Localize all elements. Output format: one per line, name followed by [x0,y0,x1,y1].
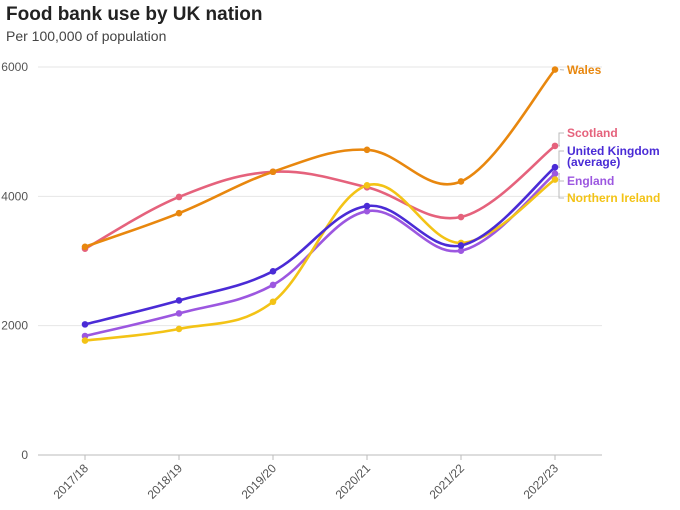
series-line-scotland [83,144,557,251]
data-point-scotland [551,142,559,150]
series-labels: Wales Scotland United Kingdom(average) Engl… [558,63,660,205]
data-point-scotland [457,213,465,221]
series-label-england: England [567,174,614,188]
data-point-wales [81,243,89,251]
series-line-united-kingdom-average [83,165,557,326]
series-line-northern-ireland [83,178,557,342]
series-label-united-kingdom-average: (average) [567,155,620,169]
series-label-united-kingdom-average: United Kingdom [567,144,660,158]
data-point-united-kingdom-average [81,321,89,328]
data-point-england [457,247,465,254]
data-point-united-kingdom-average [457,242,465,249]
y-tick-label: 0 [21,448,28,462]
x-tick-label: 2018/19 [145,461,186,502]
x-axis: 2017/18 2018/19 2019/20 2020/21 2021/22 2022/… [51,455,562,502]
chart-subtitle: Per 100,000 of population [6,28,167,44]
x-tick-label: 2021/22 [427,461,468,502]
series-lines [83,68,557,342]
x-tick-label: 2022/23 [521,461,562,502]
data-point-scotland [175,193,183,201]
x-tick-label: 2020/21 [333,461,374,502]
data-point-united-kingdom-average [269,268,277,275]
data-point-united-kingdom-average [363,202,371,210]
series-label-northern-ireland: Northern Ireland [567,191,660,205]
y-tick-label: 2000 [1,319,28,333]
label-connector [558,179,564,199]
data-point-wales [363,146,371,154]
y-tick-label: 6000 [1,60,28,74]
data-point-england [551,170,559,177]
data-point-england [175,310,183,317]
data-point-england [269,281,277,289]
series-label-scotland: Scotland [567,126,618,140]
x-tick-label: 2017/18 [51,461,92,502]
data-point-northern-ireland [551,176,559,183]
data-point-northern-ireland [175,325,183,333]
data-point-northern-ireland [81,337,89,344]
data-point-wales [175,209,183,217]
series-line-england [83,172,557,338]
x-tick-label: 2019/20 [239,461,280,502]
series-line-wales [83,68,557,249]
data-point-wales [269,168,277,176]
y-axis: 0 2000 4000 6000 [1,60,28,462]
chart-title: Food bank use by UK nation [6,4,263,25]
label-connector [558,173,564,182]
label-connector [558,150,564,168]
label-connector [558,132,564,147]
data-point-england [81,332,89,340]
data-point-united-kingdom-average [175,297,183,304]
data-point-england [363,207,371,215]
data-point-northern-ireland [269,298,277,306]
series-points [81,66,559,344]
series-label-wales: Wales [567,63,602,77]
data-point-united-kingdom-average [551,163,559,171]
data-point-wales [551,66,559,73]
data-point-wales [457,178,465,185]
data-point-northern-ireland [363,182,371,189]
y-tick-label: 4000 [1,189,28,203]
